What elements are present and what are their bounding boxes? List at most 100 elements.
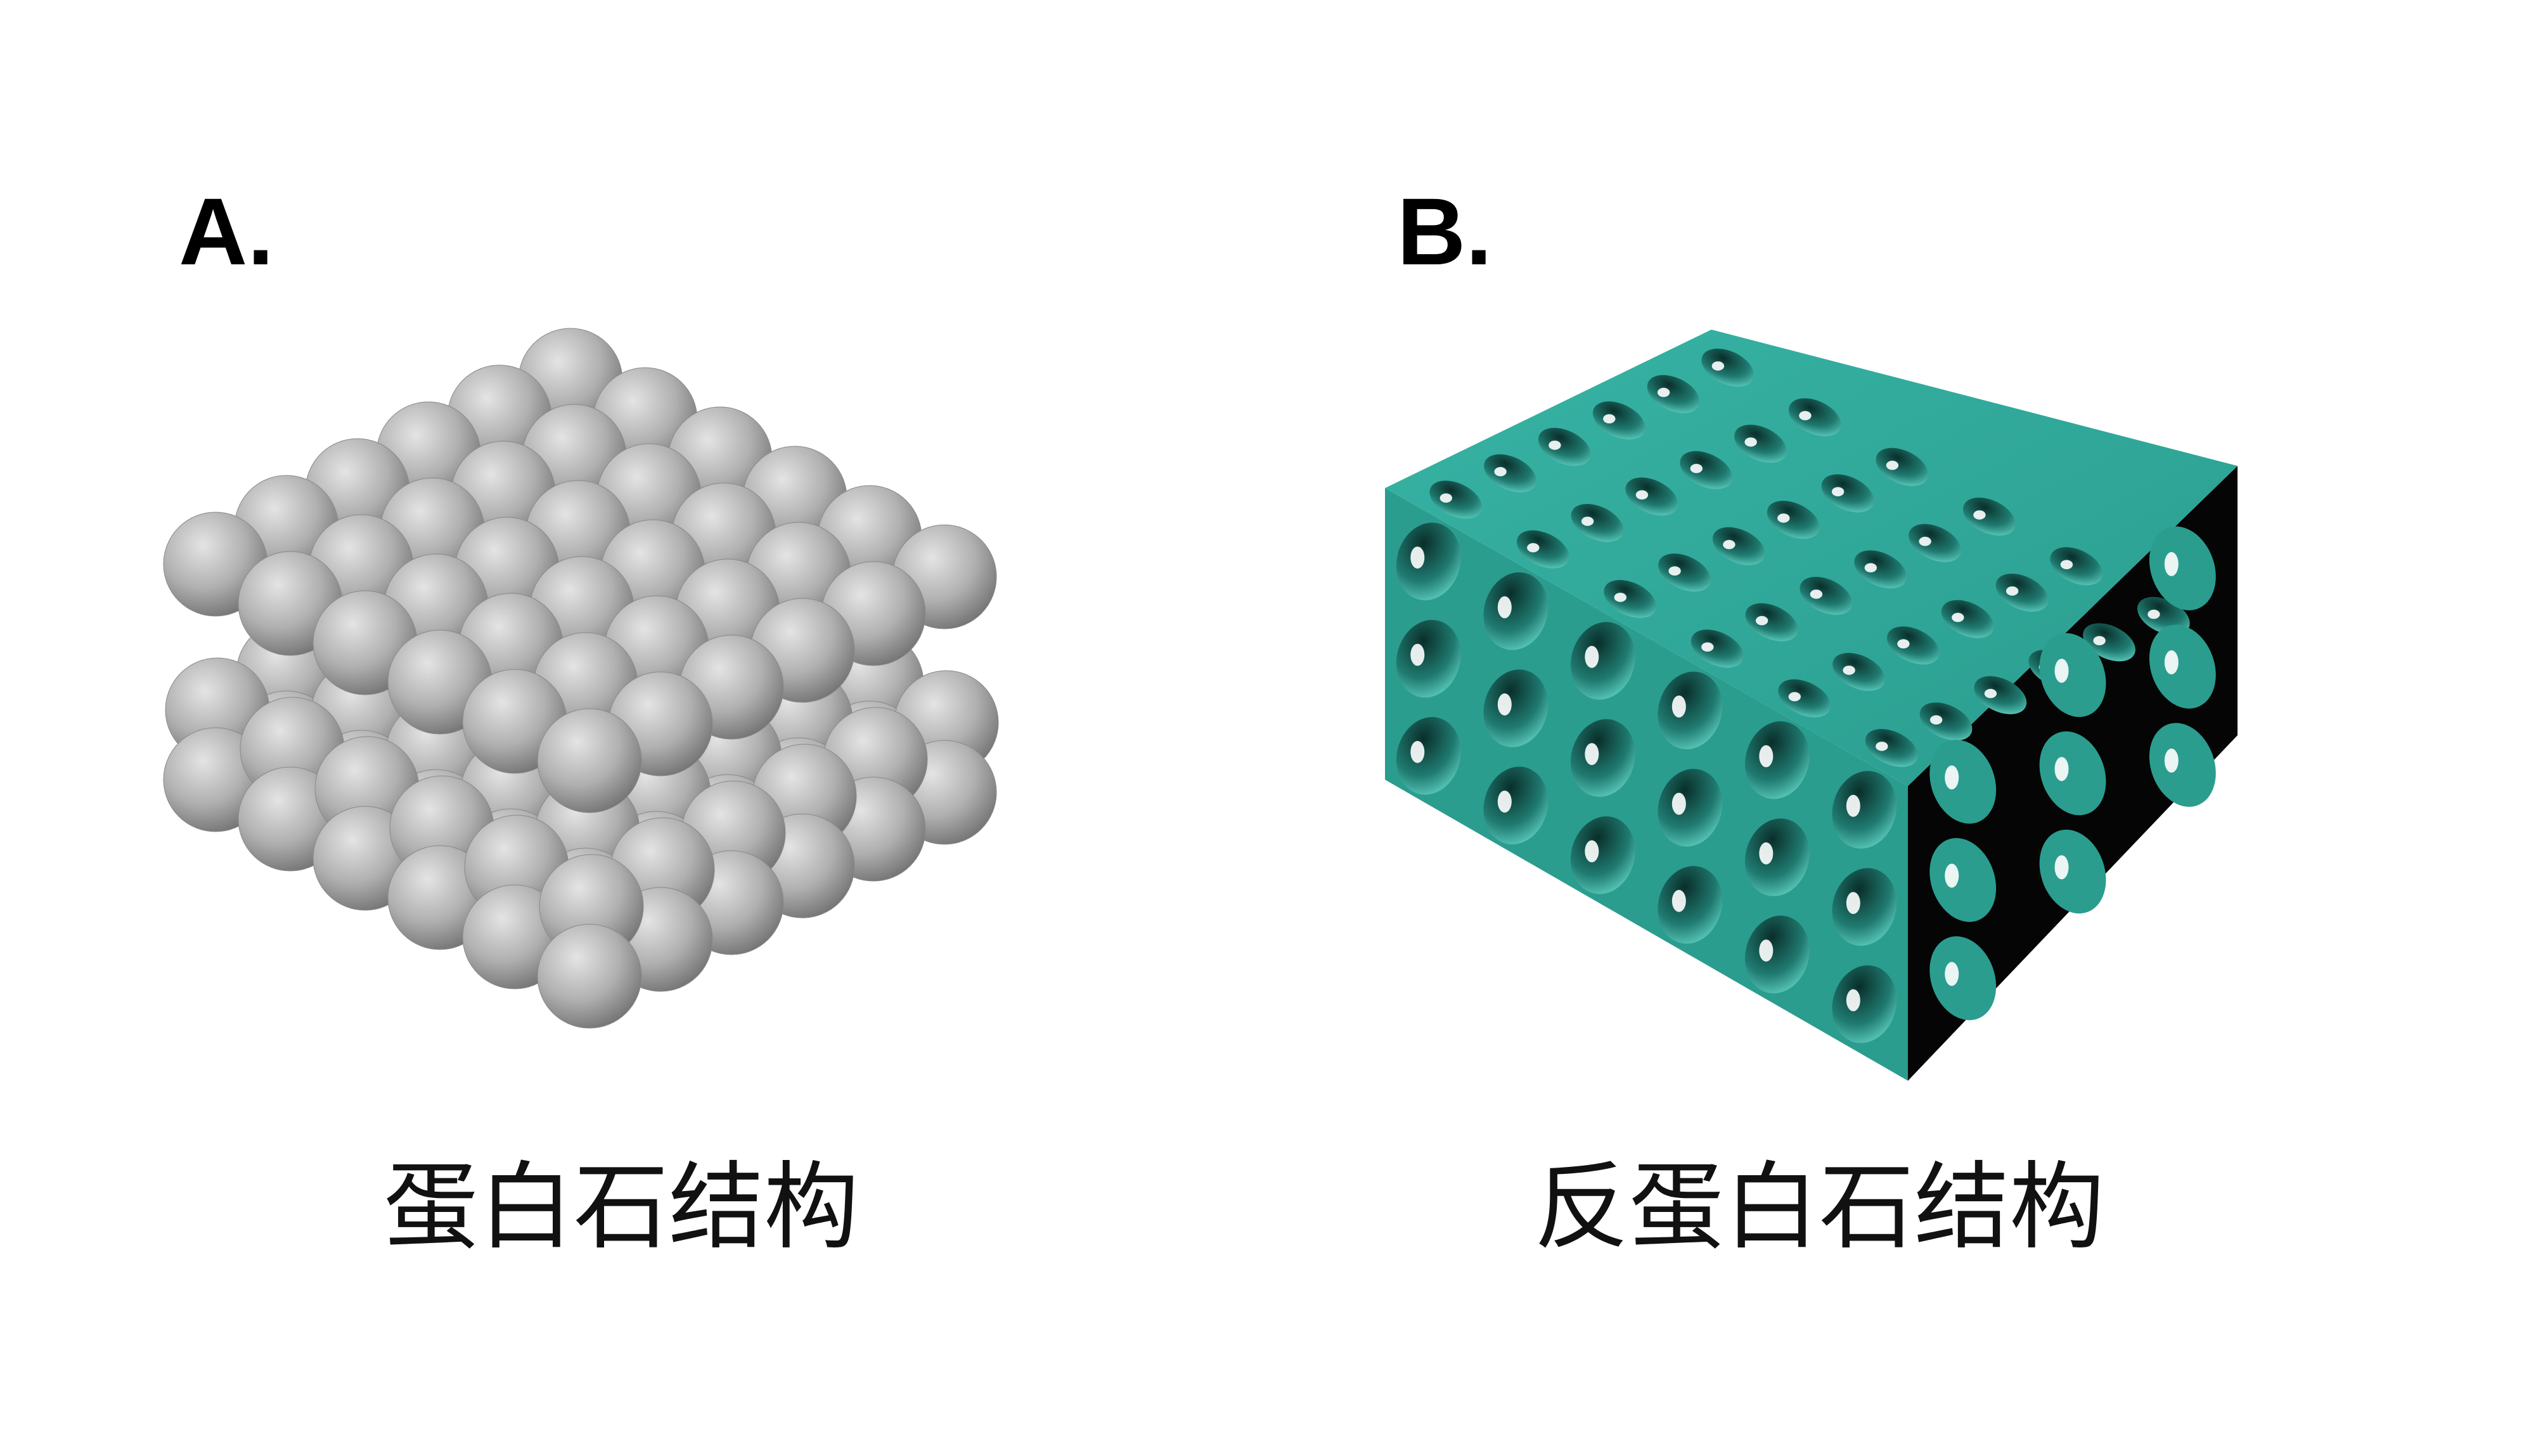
top-face-pore-highlight [1614,593,1626,602]
inverse-opal-block [1385,330,2238,1081]
top-face-pore-highlight [1657,387,1670,397]
top-face-pore [1625,477,1678,516]
front-face-pore [1744,915,1810,994]
top-face-pore [1941,600,1994,638]
top-face-pore-highlight [2148,609,2160,619]
top-face-pore [1571,503,1624,543]
top-face-pore-highlight [1897,639,1910,648]
top-face-pore-highlight [1777,513,1790,523]
top-face-pore-highlight [1690,463,1703,474]
front-face-pore [1396,717,1461,795]
panel-a-caption: 蛋白石结构 [383,1152,860,1263]
top-face-pore [1767,500,1820,539]
top-face-pore [1778,679,1831,718]
top-face-pore-highlight [1635,490,1649,499]
right-face-pore-highlight [2164,551,2179,576]
top-face-pore [1538,427,1591,467]
right-face-pore [2149,526,2216,610]
right-face-pore [2039,829,2106,914]
top-face-pore-highlight [1494,467,1507,477]
top-face-pore-highlight [1843,666,1855,675]
right-face-pore [2149,624,2216,709]
opal-sphere [537,924,642,1029]
right-face-pore-highlight [2164,650,2179,674]
front-face-pore [1483,766,1549,845]
front-face-pore [1658,671,1723,750]
top-face-pore [1974,676,2027,714]
top-face-pore-highlight [1701,642,1714,652]
right-face-pore [1929,740,1997,824]
top-face-pore [1734,424,1787,463]
top-face-pore [1876,448,1929,486]
top-face-pore-highlight [1876,742,1888,751]
top-face-pore-highlight [1952,612,1964,622]
top-face-pore-highlight [1711,361,1725,371]
top-face-pore [1680,451,1733,489]
inverse-opal-right-holes [1929,526,2216,1021]
top-face-pore-highlight [1984,688,1997,699]
front-face-pore-highlight [1410,643,1425,666]
top-face-pore-highlight [2006,586,2019,596]
top-face-pore-highlight [1788,692,1801,702]
top-face-pore-highlight [1799,411,1812,420]
top-face-pore-highlight [1810,589,1823,599]
top-face-pore [1712,527,1765,565]
top-face-pore [1909,524,1961,562]
top-face-pore-highlight [1668,566,1681,576]
right-face-pore-highlight [2054,757,2069,782]
top-face-pore [1484,454,1536,493]
top-face-pore [1429,480,1483,519]
front-face-pore-highlight [1671,889,1686,912]
inverse-opal-top-face [1385,330,2238,786]
right-face-pore [2039,633,2106,718]
front-face-pore-highlight [1846,892,1860,914]
front-face-pore-highlight [1585,645,1599,668]
panel-b-caption: 反蛋白石结构 [1534,1152,2105,1263]
top-face-pore [1516,530,1569,569]
top-face-pore [1647,375,1700,413]
top-face-pore-highlight [2060,560,2073,569]
front-face-pore-highlight [1497,693,1512,716]
front-face-pore-highlight [1410,546,1425,569]
top-face-pore [1788,398,1841,437]
front-face-pore [1744,818,1810,896]
right-face-pore [1929,936,1997,1021]
top-face-pore-highlight [1603,414,1616,423]
front-face-pore [1570,719,1635,797]
front-face-pore [1832,868,1897,946]
top-face-pore-highlight [1723,539,1736,550]
top-face-pore [1832,652,1885,692]
top-face-pore-highlight [1755,615,1768,626]
top-face-pore-highlight [1581,517,1594,526]
front-face-pore-highlight [1759,842,1774,865]
top-face-pore-highlight [1439,493,1452,503]
top-face-pore [1691,629,1744,668]
front-face-pore [1832,771,1897,849]
right-face-pore [2149,723,2216,807]
front-face-pore-highlight [1671,792,1686,815]
front-face-pore [1570,622,1635,700]
top-face-pore-highlight [2093,636,2106,645]
front-face-pore [1832,965,1897,1043]
top-face-pore [1995,573,2049,612]
top-face-pore [1745,603,1798,641]
inverse-opal-top-holes [1429,348,2190,768]
front-face-pore-highlight [1585,743,1599,765]
right-face-pore-highlight [1945,765,1959,790]
top-face-pore [1919,702,1973,741]
top-face-pore-highlight [1973,510,1986,520]
top-face-pore-highlight [1831,487,1845,496]
top-face-pore [1592,401,1645,440]
top-face-pore-highlight [1527,543,1540,553]
front-face-pore-highlight [1497,596,1512,619]
top-face-pore [2050,547,2103,586]
right-face-pore-highlight [2054,855,2069,880]
front-face-pore-highlight [1846,794,1860,817]
top-face-pore [1800,576,1853,615]
top-face-pore-highlight [1886,460,1899,470]
top-face-pore [1658,553,1711,592]
top-face-pore-highlight [1919,536,1931,546]
front-face-pore-highlight [1497,790,1512,813]
top-face-pore [1962,497,2016,536]
